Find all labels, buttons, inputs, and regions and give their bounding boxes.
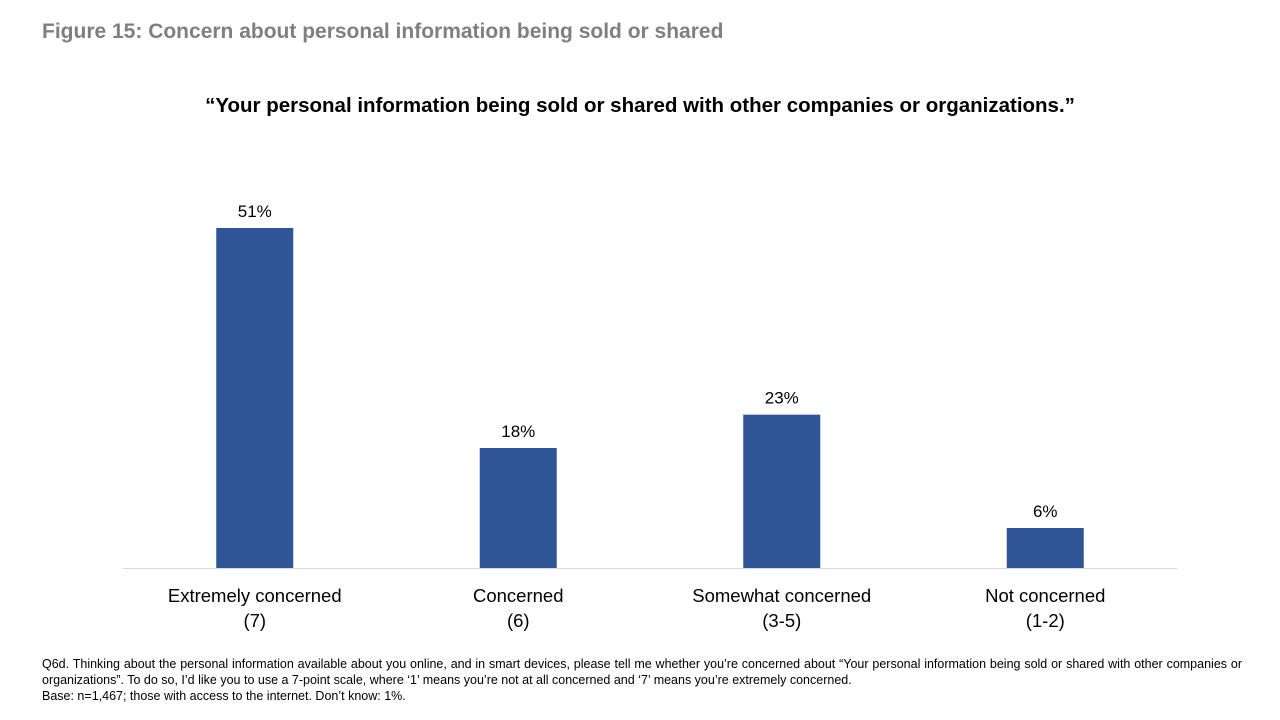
category-label-2-line-1: (3-5) <box>762 610 801 631</box>
data-label-2: 23% <box>765 389 799 408</box>
data-label-1: 18% <box>501 422 535 441</box>
labels-group: 51% Extremely concerned (7) 18% Concerned (6)… <box>168 202 1106 631</box>
category-label-1-line-0: Concerned <box>473 585 564 606</box>
category-label-0-line-1: (7) <box>243 610 266 631</box>
category-label-3-line-1: (1-2) <box>1026 610 1065 631</box>
figure-title: Figure 15: Concern about personal inform… <box>42 20 724 43</box>
category-label-0-line-0: Extremely concerned <box>168 585 342 606</box>
footnote-question: Q6d. Thinking about the personal informa… <box>42 657 1242 687</box>
bar-1 <box>479 448 557 568</box>
data-label-0: 51% <box>238 202 272 221</box>
footnote: Q6d. Thinking about the personal informa… <box>42 656 1242 704</box>
category-label-2-line-0: Somewhat concerned <box>692 585 871 606</box>
category-label-3-line-0: Not concerned <box>985 585 1105 606</box>
data-label-3: 6% <box>1033 502 1058 521</box>
footnote-base: Base: n=1,467; those with access to the … <box>42 689 406 703</box>
category-label-1-line-1: (6) <box>507 610 530 631</box>
chart-title: “Your personal information being sold or… <box>205 94 1075 117</box>
bar-0 <box>216 228 294 568</box>
bar-3 <box>1006 528 1084 568</box>
bars-group <box>216 228 1084 568</box>
bar-2 <box>743 414 821 568</box>
